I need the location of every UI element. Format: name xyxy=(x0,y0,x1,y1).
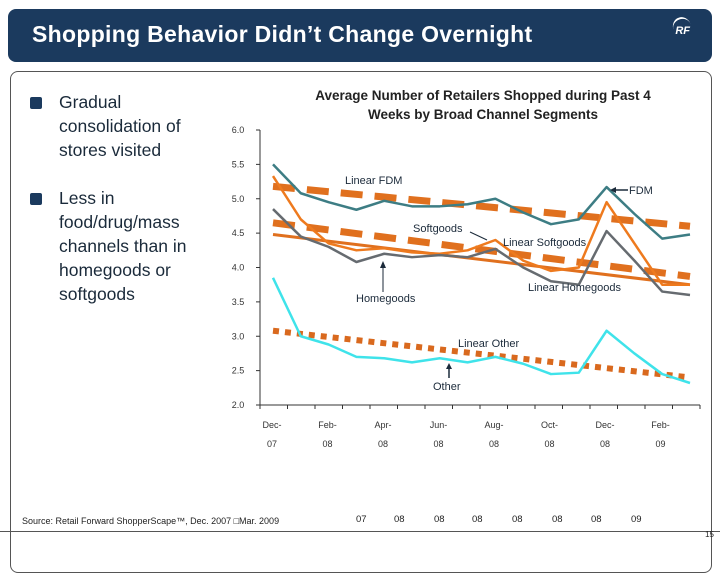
x-tick-label: Feb- xyxy=(651,420,670,430)
trendline-linear-homegoods xyxy=(273,235,690,285)
x-tick-label: Jun- xyxy=(430,420,448,430)
source-note: Source: Retail Forward ShopperScape™, De… xyxy=(22,516,279,526)
y-tick-label: 4.0 xyxy=(232,263,245,273)
annotation-linear-softgoods: Linear Softgoods xyxy=(503,237,587,249)
series-line-fdm xyxy=(273,164,690,238)
y-tick-label: 5.0 xyxy=(232,194,245,204)
annotation-softgoods: Softgoods xyxy=(413,223,463,235)
x-tick-label: Apr- xyxy=(374,420,391,430)
annotation-linear-other: Linear Other xyxy=(458,338,519,350)
annotation-homegoods: Homegoods xyxy=(356,293,416,305)
x-tick-label: 09 xyxy=(655,439,665,449)
y-tick-label: 6.0 xyxy=(232,125,245,135)
arrowhead-icon xyxy=(446,363,452,369)
stray-axis-label: 08 xyxy=(434,514,445,525)
annotation-linear-homegoods: Linear Homegoods xyxy=(528,282,621,294)
x-tick-label: 08 xyxy=(322,439,332,449)
x-tick-label: Feb- xyxy=(318,420,337,430)
x-tick-label: Oct- xyxy=(541,420,558,430)
y-tick-label: 5.5 xyxy=(232,159,245,169)
line-chart: 2.0 2.5 3.0 3.5 4.0 4.5 5.0 5.5 6.0 Dec- 07 Feb- 08 A… xyxy=(0,0,720,540)
annotation-other: Other xyxy=(433,381,461,393)
x-tick-label: 08 xyxy=(378,439,388,449)
x-tick-label: 07 xyxy=(267,439,277,449)
annotation-fdm: FDM xyxy=(629,185,653,197)
stray-axis-label: 09 xyxy=(631,514,642,525)
stray-axis-label: 08 xyxy=(591,514,602,525)
x-tick-label: 08 xyxy=(433,439,443,449)
y-tick-label: 2.0 xyxy=(232,400,245,410)
x-tick-label: Dec- xyxy=(595,420,614,430)
stray-axis-label: 07 xyxy=(356,514,367,525)
y-tick-label: 3.5 xyxy=(232,297,245,307)
page-number: 15 xyxy=(705,530,714,539)
x-tick-label: 08 xyxy=(600,439,610,449)
series-line-other xyxy=(273,278,690,383)
x-tick-label: 08 xyxy=(489,439,499,449)
stray-axis-label: 08 xyxy=(552,514,563,525)
arrow-icon xyxy=(470,232,487,240)
x-tick-label: Dec- xyxy=(262,420,281,430)
stray-axis-label: 08 xyxy=(472,514,483,525)
stray-axis-label: 08 xyxy=(512,514,523,525)
y-tick-label: 3.0 xyxy=(232,331,245,341)
arrowhead-icon xyxy=(380,261,386,268)
stray-axis-label: 08 xyxy=(394,514,405,525)
y-tick-label: 2.5 xyxy=(232,366,245,376)
y-tick-label: 4.5 xyxy=(232,228,245,238)
x-tick-label: 08 xyxy=(544,439,554,449)
annotation-linear-fdm: Linear FDM xyxy=(345,175,402,187)
x-tick-label: Aug- xyxy=(484,420,503,430)
footer-divider xyxy=(0,531,720,532)
